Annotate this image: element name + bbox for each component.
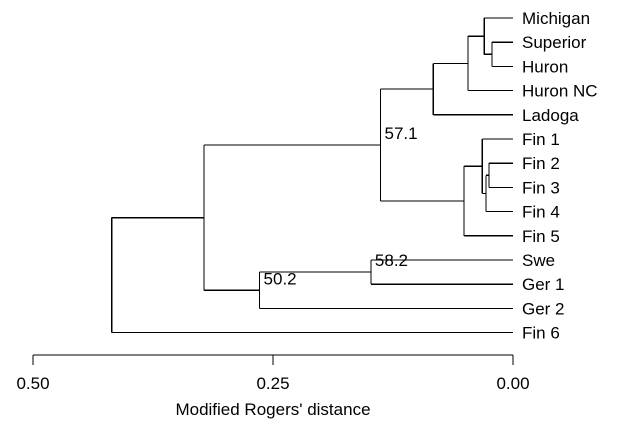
leaf-label: Fin 4 xyxy=(522,203,560,222)
bootstrap-labels-group: 57.1 58.2 50.2 xyxy=(264,124,418,288)
leaf-labels-group: Michigan Superior Huron Huron NC Ladoga Fin 1… xyxy=(522,9,598,343)
bootstrap-value-swe-ger1: 58.2 xyxy=(375,251,408,270)
leaf-label: Ger 1 xyxy=(522,275,565,294)
bootstrap-value-central-europe: 50.2 xyxy=(264,269,297,288)
leaf-label: Huron NC xyxy=(522,82,598,101)
leaf-label: Fin 6 xyxy=(522,324,560,343)
leaf-label: Fin 1 xyxy=(522,130,560,149)
leaf-label: Michigan xyxy=(522,9,590,28)
axis-tick-label: 0.00 xyxy=(496,374,529,393)
leaf-label: Fin 2 xyxy=(522,154,560,173)
leaf-label: Huron xyxy=(522,57,568,76)
leaf-label: Ladoga xyxy=(522,106,579,125)
leaf-label: Fin 3 xyxy=(522,178,560,197)
distance-axis: 0.50 0.25 0.00 Modified Rogers' distance xyxy=(16,354,530,419)
leaf-label: Swe xyxy=(522,251,555,270)
axis-tick-label: 0.50 xyxy=(16,374,49,393)
bootstrap-value-finnish-north-american: 57.1 xyxy=(385,124,418,143)
leaf-label: Fin 5 xyxy=(522,227,560,246)
branches-group xyxy=(111,17,513,334)
leaf-label: Superior xyxy=(522,33,587,52)
axis-title: Modified Rogers' distance xyxy=(175,400,370,419)
axis-ticks-group: 0.50 0.25 0.00 xyxy=(16,355,530,393)
leaf-label: Ger 2 xyxy=(522,299,565,318)
axis-tick-label: 0.25 xyxy=(256,374,289,393)
